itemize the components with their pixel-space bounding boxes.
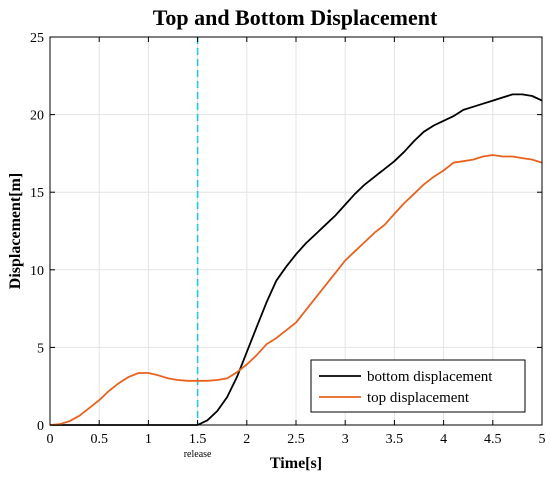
- x-tick-label: 4: [440, 432, 447, 447]
- legend-box: [310, 359, 526, 413]
- legend-label: bottom displacement: [367, 369, 493, 385]
- y-tick-label: 15: [30, 186, 44, 201]
- annotations: release: [184, 37, 212, 460]
- x-tick-label: 2: [243, 432, 250, 447]
- chart-title: Top and Bottom Displacement: [153, 5, 438, 30]
- x-tick-label: 1: [145, 432, 152, 447]
- y-tick-label: 20: [30, 109, 44, 124]
- ticks: 0 0.5 1 1.5 2 2.5 3 3.5 4 4.5 5 0 5 10 15 20 25: [30, 31, 546, 447]
- x-tick-label: 4.5: [484, 432, 502, 447]
- series-line-bottom: [50, 93, 543, 426]
- series-group: [49, 93, 543, 426]
- x-tick-label: 5: [539, 432, 546, 447]
- x-tick-label: 3.5: [386, 432, 404, 447]
- y-axis-label: Displacement[m]: [7, 173, 24, 289]
- y-tick-label: 0: [37, 419, 44, 434]
- series-line-top: [49, 154, 543, 426]
- y-tick-label: 25: [30, 31, 44, 46]
- y-tick-label: 5: [37, 341, 44, 356]
- x-tick-label: 0: [47, 432, 54, 447]
- x-tick-label: 2.5: [287, 432, 305, 447]
- legend-label: top displacement: [367, 390, 470, 406]
- x-axis-label: Time[s]: [270, 455, 322, 472]
- release-marker-label: release: [184, 449, 212, 460]
- legend: bottom displacement top displacement: [310, 359, 526, 413]
- x-tick-label: 1.5: [189, 432, 207, 447]
- x-tick-label: 0.5: [90, 432, 108, 447]
- x-tick-label: 3: [342, 432, 349, 447]
- y-tick-label: 10: [30, 264, 44, 279]
